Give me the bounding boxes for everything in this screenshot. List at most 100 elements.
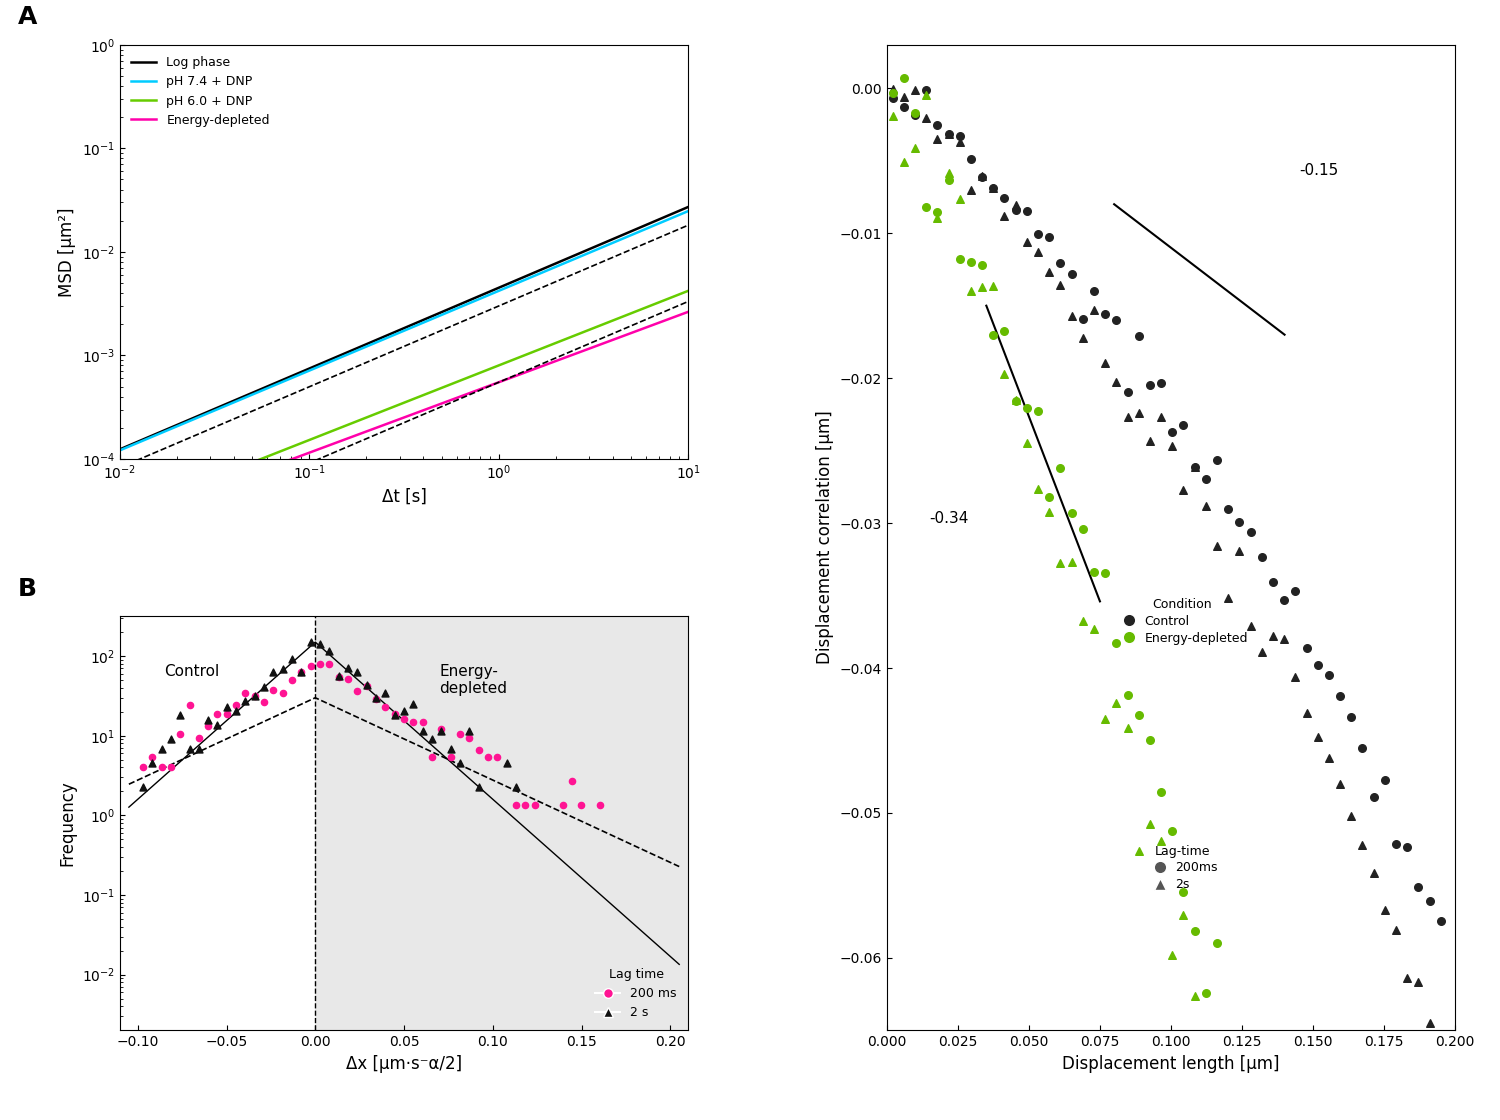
Point	[1418, 893, 1442, 911]
2 s	[420, 730, 444, 748]
Point	[1149, 832, 1173, 850]
pH 6.0 + DNP	[448, 375, 466, 389]
Y-axis label: Displacement correlation [μm]: Displacement correlation [μm]	[816, 411, 834, 664]
Point	[1372, 771, 1396, 788]
Point	[1161, 822, 1185, 840]
Point	[993, 189, 1017, 207]
2 s	[382, 706, 406, 724]
pH 6.0 + DNP	[447, 375, 465, 389]
Point	[958, 150, 982, 168]
Point	[1182, 987, 1206, 1005]
Point	[1036, 228, 1060, 246]
2 s	[354, 676, 378, 694]
Point	[1004, 196, 1028, 214]
2 s	[234, 692, 258, 710]
200 ms	[243, 687, 267, 704]
Point	[1026, 225, 1050, 243]
200 ms	[177, 697, 201, 715]
200 ms	[130, 758, 154, 776]
Point	[1227, 1091, 1251, 1109]
Point	[1048, 554, 1072, 572]
2 s	[411, 722, 435, 740]
Point	[1138, 432, 1162, 450]
Point	[880, 80, 904, 97]
2 s	[402, 696, 426, 713]
Point	[1116, 687, 1140, 704]
Point	[1350, 836, 1374, 853]
pH 7.4 + DNP	[448, 301, 466, 315]
Point	[914, 197, 938, 215]
200 ms	[411, 713, 435, 731]
Point	[1384, 834, 1408, 852]
200 ms	[159, 758, 183, 776]
200 ms	[458, 729, 482, 747]
Y-axis label: MSD [μm²]: MSD [μm²]	[58, 207, 76, 297]
Point	[1216, 501, 1240, 519]
Point	[1294, 638, 1318, 656]
Point	[1305, 656, 1329, 674]
Point	[1194, 469, 1218, 487]
Point	[1048, 254, 1072, 272]
pH 7.4 + DNP	[447, 302, 465, 316]
Point	[1036, 503, 1060, 521]
Point	[1204, 536, 1228, 554]
Point	[948, 250, 972, 268]
Point	[1071, 328, 1095, 346]
200 ms	[392, 710, 416, 728]
2 s	[392, 702, 416, 720]
Point	[1395, 838, 1419, 856]
Point	[948, 128, 972, 146]
Point	[1182, 458, 1206, 476]
200 ms	[504, 796, 528, 814]
200 ms	[336, 670, 360, 688]
Point	[1126, 404, 1150, 422]
Point	[1126, 327, 1150, 345]
Point	[1026, 402, 1050, 420]
Point	[1048, 459, 1072, 477]
Point	[903, 139, 927, 157]
Point	[1407, 973, 1431, 991]
2 s	[504, 778, 528, 796]
Point	[1059, 308, 1083, 326]
2 s	[130, 778, 154, 796]
2 s	[214, 699, 238, 717]
Point	[1272, 590, 1296, 608]
200 ms	[298, 656, 322, 674]
200 ms	[308, 655, 332, 673]
2 s	[336, 660, 360, 678]
Point	[1430, 1044, 1454, 1062]
200 ms	[402, 713, 426, 731]
2 s	[252, 678, 276, 696]
Energy-depleted	[626, 325, 644, 338]
Text: B: B	[18, 577, 36, 600]
200 ms	[140, 748, 164, 766]
200 ms	[354, 676, 378, 694]
pH 6.0 + DNP	[590, 319, 608, 333]
200 ms	[550, 796, 574, 814]
200 ms	[438, 748, 462, 766]
Point	[892, 88, 916, 106]
Point	[903, 82, 927, 100]
Y-axis label: Frequency: Frequency	[58, 781, 76, 866]
Point	[1071, 613, 1095, 631]
Point	[892, 152, 916, 170]
Point	[892, 69, 916, 87]
200 ms	[272, 684, 296, 702]
Point	[1116, 408, 1140, 426]
200 ms	[486, 748, 510, 766]
Point	[926, 209, 950, 227]
Point	[1036, 487, 1060, 505]
2 s	[206, 716, 230, 734]
pH 6.0 + DNP	[459, 371, 477, 384]
Point	[1384, 921, 1408, 939]
X-axis label: Displacement length [μm]: Displacement length [μm]	[1062, 1055, 1280, 1073]
Line: pH 7.4 + DNP: pH 7.4 + DNP	[120, 212, 688, 450]
Point	[1194, 984, 1218, 1002]
Energy-depleted	[112, 515, 130, 529]
Point	[1161, 945, 1185, 963]
Point	[1138, 814, 1162, 832]
Point	[1126, 707, 1150, 725]
Log phase	[447, 299, 465, 312]
2 s	[495, 754, 519, 772]
Point	[958, 282, 982, 300]
